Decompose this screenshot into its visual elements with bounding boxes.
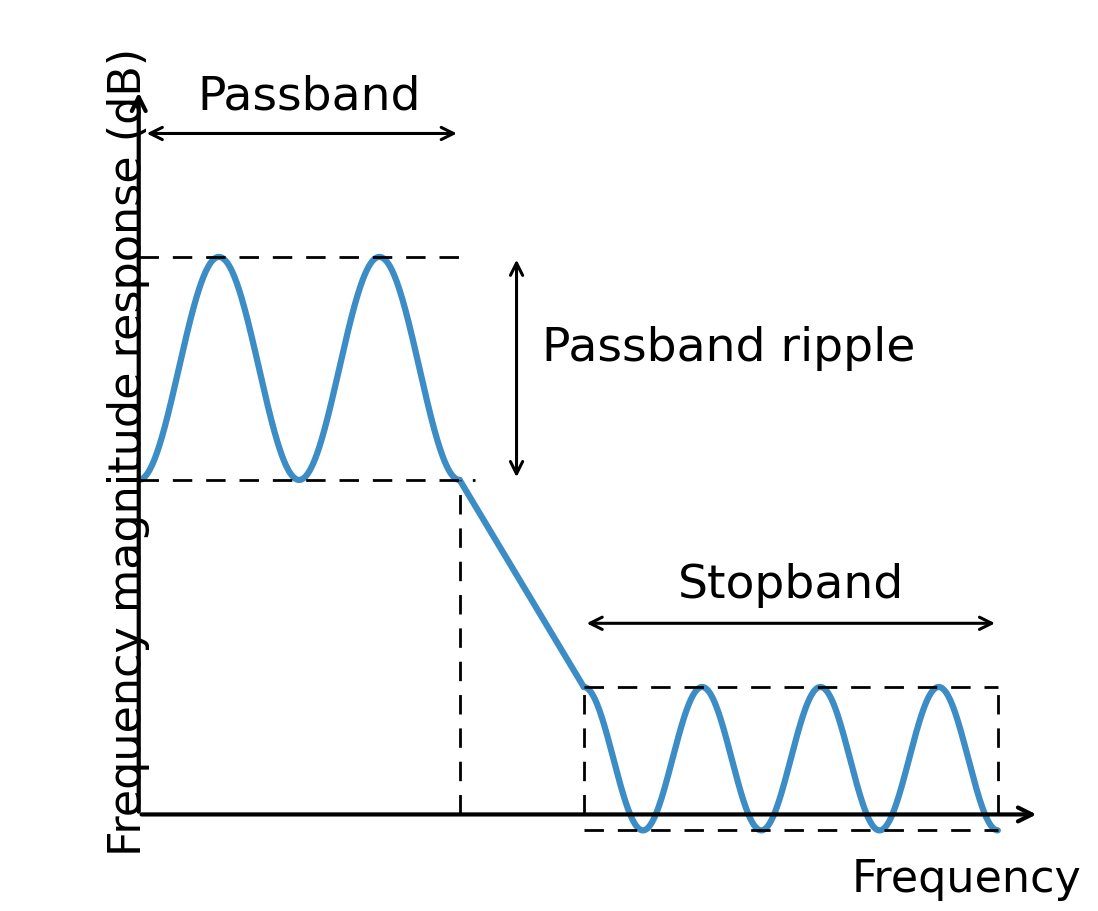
Text: Frequency magnitude response (dB): Frequency magnitude response (dB) <box>107 48 149 856</box>
Text: Frequency: Frequency <box>851 858 1082 901</box>
Text: Passband ripple: Passband ripple <box>542 326 915 371</box>
Text: Passband: Passband <box>198 75 421 119</box>
Text: Stopband: Stopband <box>677 562 904 608</box>
